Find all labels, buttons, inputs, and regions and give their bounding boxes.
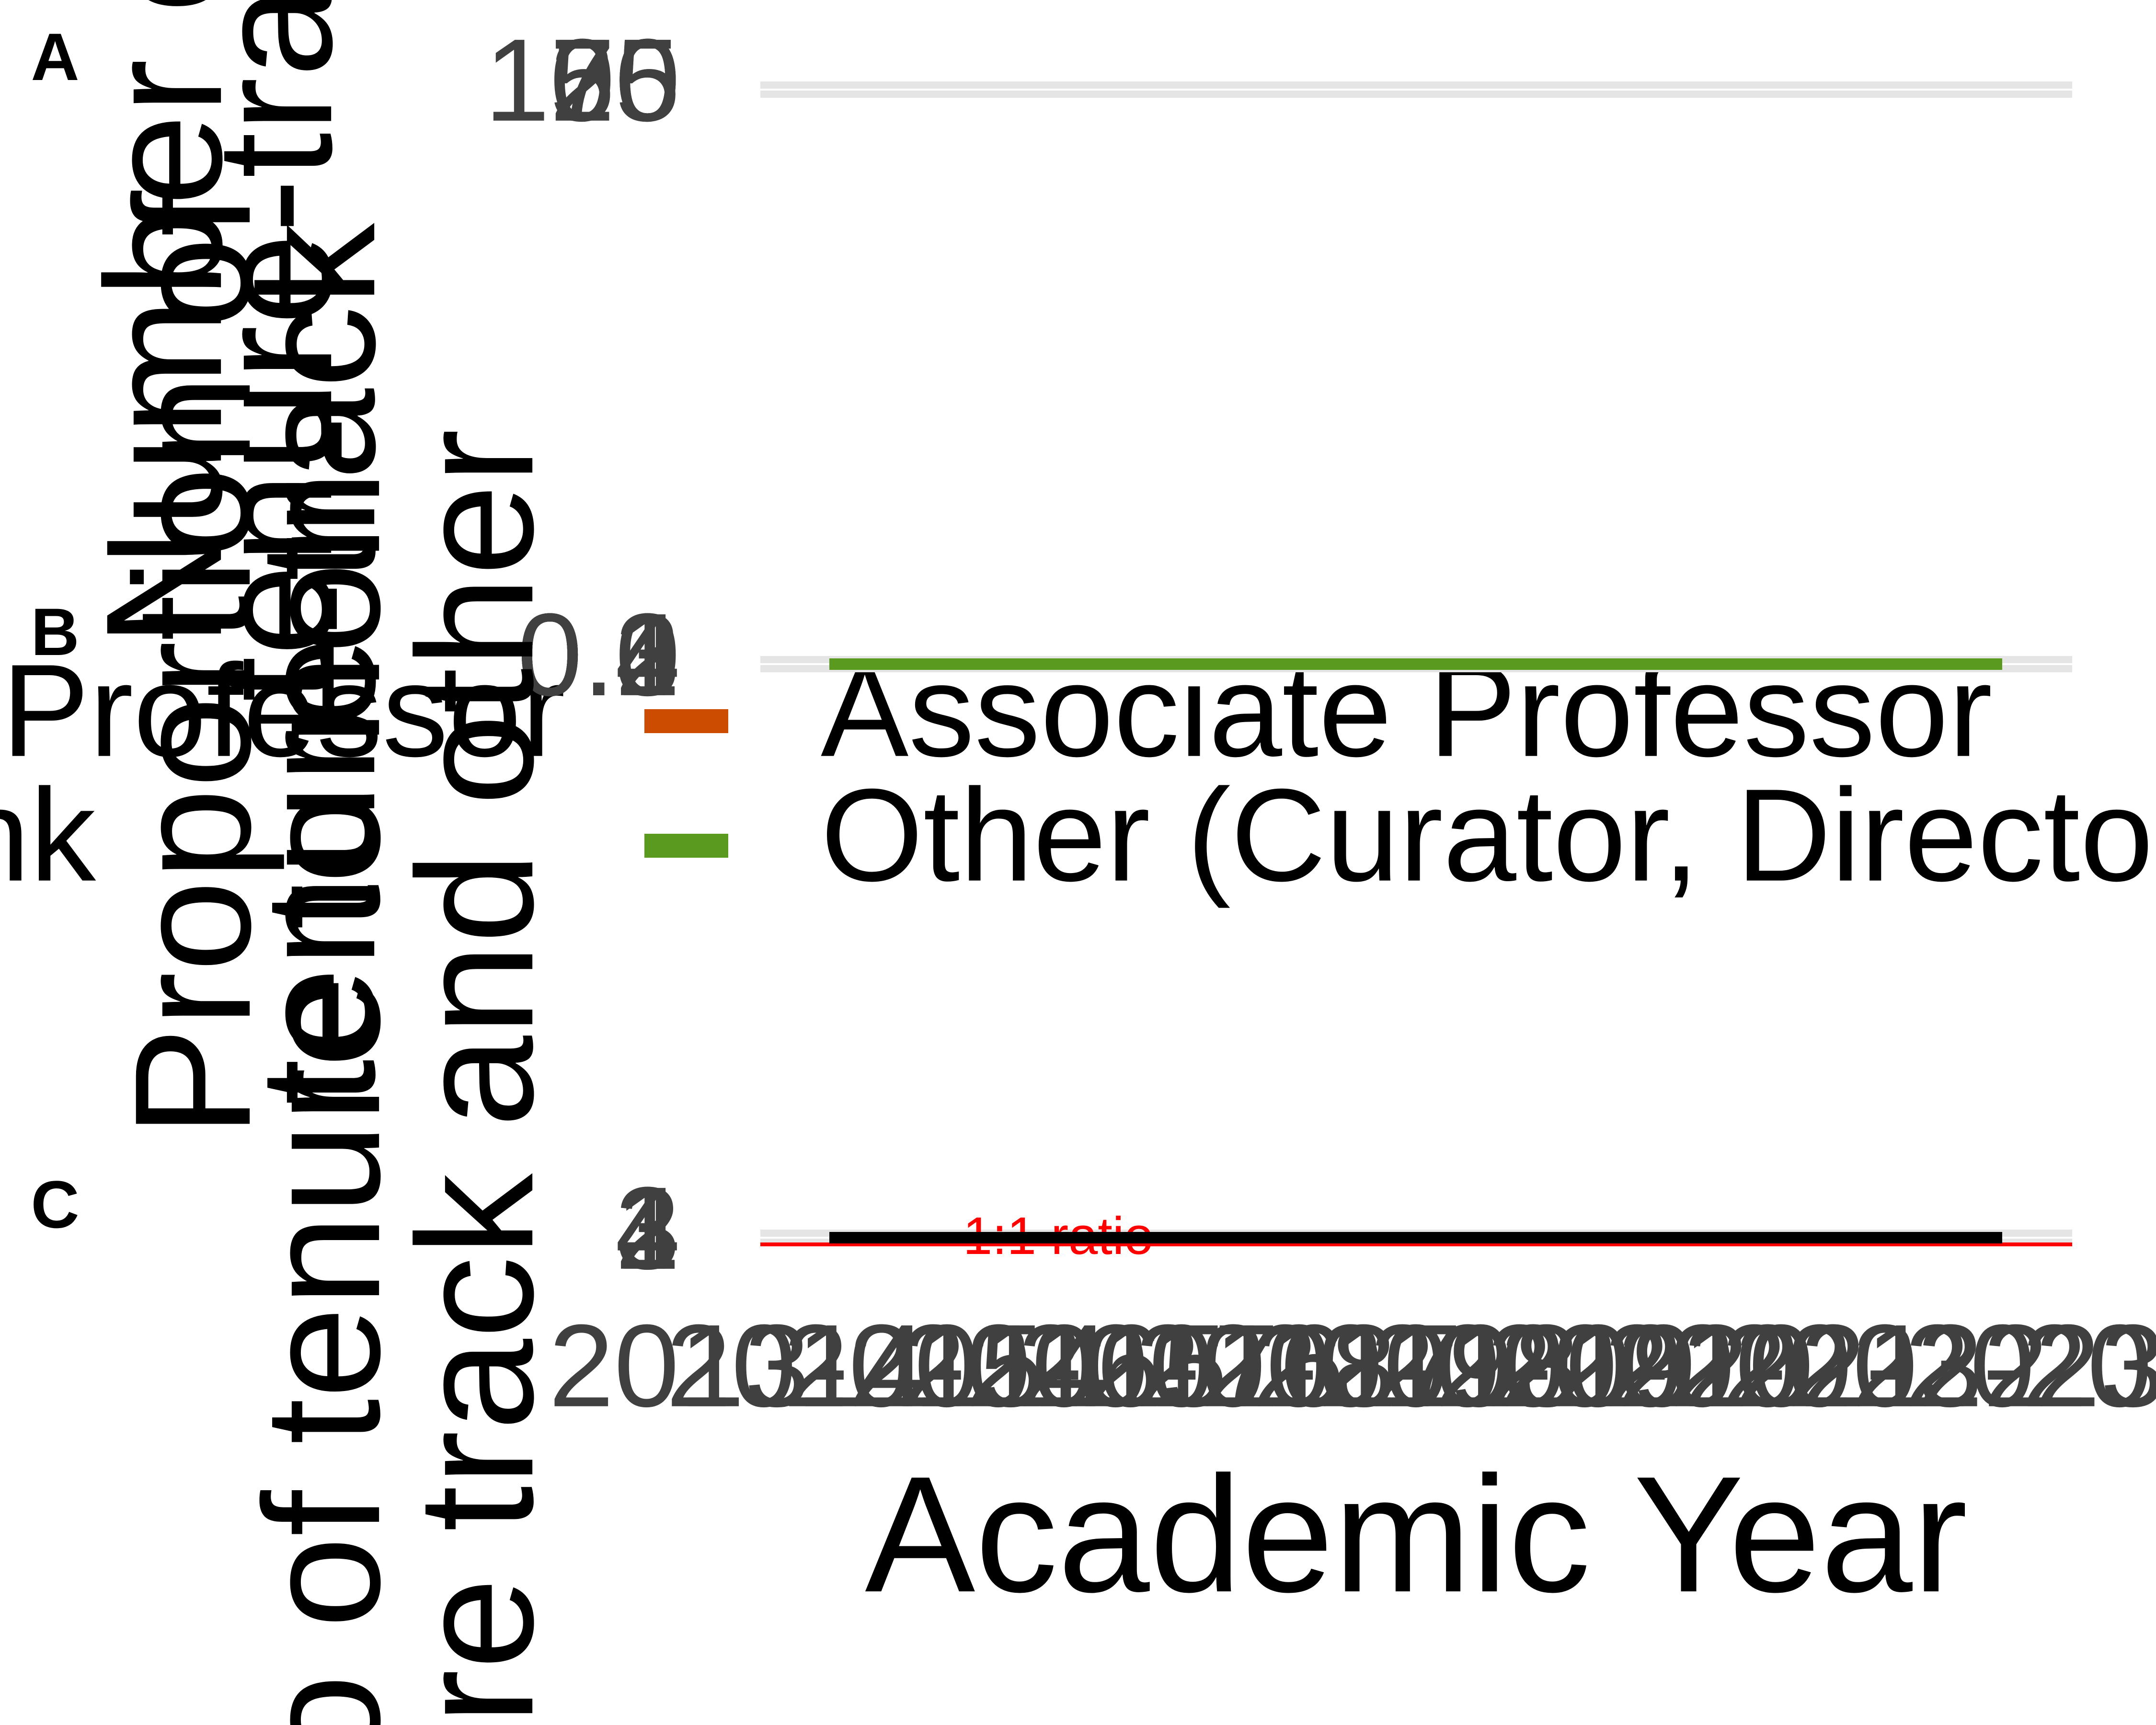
x-tick-label: 2022-2023 [1604, 1300, 2156, 1431]
legend-label: Assistant Professor [0, 637, 565, 784]
y-tick-label: 1 [615, 1162, 680, 1294]
y-tick-label: 0.2 [517, 589, 680, 720]
y-tick-label: 3 [615, 1162, 680, 1294]
y-tick-label: 50 [550, 14, 680, 146]
x-axis-title: Academic Year [865, 1442, 1967, 1627]
y-tick-label: 0.1 [517, 589, 680, 720]
y-tick-label: 0.0 [517, 589, 680, 720]
y-tick-label: 100 [484, 14, 680, 146]
y-tick-label: 4 [615, 1162, 680, 1294]
panel-label: B [31, 594, 79, 669]
x-tick-label: 2017-2018 [1018, 1300, 1579, 1431]
y-tick-label: 0.4 [517, 589, 680, 720]
legend-key [644, 709, 728, 733]
x-tick-label: 2019-2020 [1252, 1300, 1814, 1431]
x-tick-label: 2014-2015 [666, 1300, 1227, 1431]
x-tick-label: 2013-2014 [549, 1300, 1110, 1431]
legend-key [644, 834, 728, 858]
x-tick-label: 2020-2021 [1370, 1300, 1931, 1431]
y-tick-label: 75 [550, 14, 680, 146]
y-tick-label: 2 [615, 1162, 680, 1294]
y-axis-title: Proportion of [101, 190, 286, 1138]
y-axis-title: Number of [72, 0, 256, 647]
y-axis-title: tenure-track [182, 0, 367, 702]
y-tick-label: 0 [615, 14, 680, 146]
y-axis-title: tenure track and other [383, 429, 568, 1725]
x-tick-label: 2016-2017 [901, 1300, 1462, 1431]
panel-label: A [31, 19, 79, 94]
legend-title: Rank [0, 762, 98, 909]
x-tick-label: 2018-2019 [1135, 1300, 1697, 1431]
x-tick-label: 2021-2022 [1487, 1300, 2049, 1431]
panel-label: C [31, 1167, 79, 1242]
y-axis-title: Ratio of tenure to non- [230, 415, 414, 1725]
x-tick-label: 2023-2024 [1721, 1300, 2156, 1431]
y-axis-title: tenure-track [225, 220, 410, 1105]
y-tick-label: 25 [550, 14, 680, 146]
y-tick-label: 0.3 [517, 589, 680, 720]
legend-label: Other (Curator, Director, etc.) [821, 762, 2156, 909]
x-tick-label: 2015-2016 [783, 1300, 1345, 1431]
